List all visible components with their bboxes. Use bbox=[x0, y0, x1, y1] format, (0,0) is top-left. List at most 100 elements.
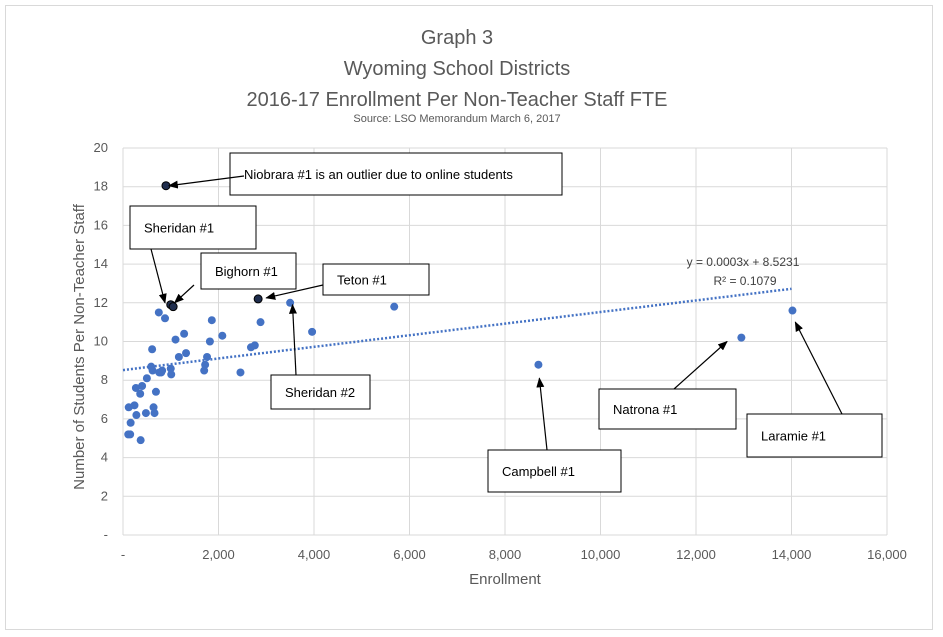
data-point bbox=[201, 360, 210, 369]
data-point bbox=[236, 368, 245, 377]
callout: Laramie #1 bbox=[746, 321, 883, 458]
data-point bbox=[124, 430, 133, 439]
tick-labels: - 2 4 6 8 10 12 14 16 18 20 - 2,000 4,000 6,000 8,000 10… bbox=[94, 140, 907, 562]
y-tick-label: 12 bbox=[94, 295, 108, 310]
callout-arrow bbox=[536, 377, 548, 451]
y-tick-label: 4 bbox=[101, 450, 108, 465]
callout-arrow bbox=[150, 248, 167, 304]
callout: Sheridan #1 bbox=[129, 205, 257, 304]
data-point bbox=[737, 333, 746, 342]
x-tick-label: 14,000 bbox=[772, 547, 812, 562]
x-tick-label: 6,000 bbox=[393, 547, 426, 562]
data-point bbox=[161, 314, 170, 323]
data-point bbox=[131, 383, 140, 392]
callout-label: Niobrara #1 is an outlier due to online … bbox=[244, 167, 513, 182]
data-point bbox=[136, 389, 145, 398]
y-tick-label: 18 bbox=[94, 179, 108, 194]
callout-label: Campbell #1 bbox=[502, 464, 575, 479]
data-point bbox=[788, 306, 797, 315]
highlighted-data-point bbox=[161, 181, 171, 191]
chart-title-line-2: Wyoming School Districts bbox=[344, 58, 571, 80]
scatter-chart: Graph 3 Wyoming School Districts 2016-17… bbox=[71, 27, 907, 588]
callout: Bighorn #1 bbox=[173, 252, 297, 304]
data-point bbox=[207, 316, 216, 325]
data-point bbox=[132, 411, 141, 420]
data-points bbox=[124, 181, 797, 445]
callout-label: Sheridan #2 bbox=[285, 385, 355, 400]
callout-arrow bbox=[673, 340, 728, 390]
chart-frame: Graph 3 Wyoming School Districts 2016-17… bbox=[5, 5, 933, 630]
data-point bbox=[167, 370, 176, 379]
x-tick-label: - bbox=[121, 547, 125, 562]
data-point bbox=[126, 418, 135, 427]
x-axis-title: Enrollment bbox=[469, 571, 542, 588]
data-point bbox=[203, 352, 212, 361]
data-point bbox=[534, 360, 543, 369]
x-tick-label: 10,000 bbox=[581, 547, 621, 562]
y-tick-label: 2 bbox=[101, 488, 108, 503]
callout-box bbox=[322, 263, 430, 296]
callout-label: Bighorn #1 bbox=[215, 264, 278, 279]
chart-title-line-1: Graph 3 bbox=[421, 27, 493, 49]
callout-box bbox=[487, 449, 622, 493]
callout-label: Laramie #1 bbox=[761, 429, 826, 444]
x-tick-label: 8,000 bbox=[489, 547, 522, 562]
y-tick-label: 16 bbox=[94, 217, 108, 232]
data-point bbox=[182, 349, 191, 358]
y-tick-label: 14 bbox=[94, 256, 108, 271]
data-point bbox=[166, 364, 175, 373]
callout-label: Teton #1 bbox=[337, 273, 387, 288]
data-point bbox=[148, 345, 157, 354]
chart-subtitle: Source: LSO Memorandum March 6, 2017 bbox=[353, 113, 560, 125]
callout-box bbox=[200, 252, 297, 290]
callout-arrow bbox=[173, 284, 195, 304]
data-point bbox=[171, 335, 180, 344]
callout-box bbox=[270, 374, 371, 410]
data-point bbox=[158, 366, 167, 375]
callout-box bbox=[129, 205, 257, 250]
data-point bbox=[150, 409, 159, 418]
callout: Natrona #1 bbox=[598, 340, 737, 430]
callouts: Niobrara #1 is an outlier due to online … bbox=[129, 152, 883, 493]
callout-box bbox=[229, 152, 563, 196]
x-tick-label: 4,000 bbox=[298, 547, 331, 562]
data-point bbox=[136, 436, 145, 445]
trendline-group bbox=[122, 287, 792, 372]
callout-label: Sheridan #1 bbox=[144, 221, 214, 236]
x-tick-label: 2,000 bbox=[202, 547, 235, 562]
data-point bbox=[250, 341, 259, 350]
highlighted-data-point bbox=[168, 302, 178, 312]
chart-title-line-3: 2016-17 Enrollment Per Non-Teacher Staff… bbox=[247, 89, 668, 111]
callout-label: Natrona #1 bbox=[613, 402, 677, 417]
x-tick-label: 12,000 bbox=[676, 547, 716, 562]
data-point bbox=[308, 327, 317, 336]
callout: Teton #1 bbox=[265, 263, 430, 300]
callout-box bbox=[598, 388, 737, 430]
data-point bbox=[390, 302, 399, 311]
trendline-r2-text: R² = 0.1079 bbox=[713, 274, 776, 288]
trendline-equation: y = 0.0003x + 8.5231 R² = 0.1079 bbox=[687, 255, 800, 288]
data-point bbox=[174, 352, 183, 361]
callout-arrow bbox=[794, 321, 843, 415]
callout: Niobrara #1 is an outlier due to online … bbox=[167, 152, 563, 196]
callout-arrow bbox=[288, 303, 297, 376]
data-point bbox=[151, 387, 160, 396]
y-axis-title: Number of Students Per Non-Teacher Staff bbox=[71, 203, 88, 490]
callout-box bbox=[746, 413, 883, 458]
y-tick-label: 20 bbox=[94, 140, 108, 155]
gridlines bbox=[122, 147, 888, 536]
data-point bbox=[256, 318, 265, 327]
trendline bbox=[122, 287, 792, 372]
data-point bbox=[138, 382, 147, 391]
callout: Campbell #1 bbox=[487, 377, 622, 493]
y-tick-label: 8 bbox=[101, 372, 108, 387]
callout-arrow bbox=[167, 175, 245, 189]
x-tick-label: 16,000 bbox=[867, 547, 907, 562]
data-point bbox=[142, 374, 151, 383]
data-point bbox=[205, 337, 214, 346]
data-point bbox=[148, 366, 157, 375]
callout: Sheridan #2 bbox=[270, 303, 371, 410]
data-point bbox=[154, 308, 163, 317]
data-point bbox=[141, 409, 150, 418]
y-tick-label: - bbox=[104, 527, 108, 542]
